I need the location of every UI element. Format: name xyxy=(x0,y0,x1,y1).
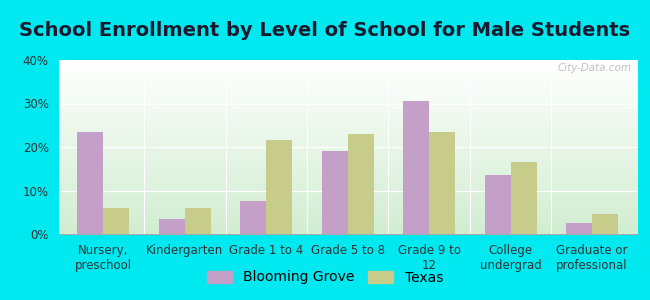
Bar xyxy=(185,208,211,234)
Bar xyxy=(566,223,592,234)
Bar xyxy=(322,152,348,234)
Bar xyxy=(592,214,618,234)
Bar xyxy=(159,219,185,234)
Bar xyxy=(266,140,292,234)
Bar xyxy=(77,132,103,234)
Text: City-Data.com: City-Data.com xyxy=(557,64,631,74)
Bar xyxy=(103,208,129,234)
Legend: Blooming Grove, Texas: Blooming Grove, Texas xyxy=(202,265,448,290)
Bar xyxy=(348,134,374,234)
Bar xyxy=(485,175,511,234)
Bar xyxy=(511,162,537,234)
Bar xyxy=(240,201,266,234)
Bar xyxy=(429,132,455,234)
Bar xyxy=(403,101,429,234)
Text: School Enrollment by Level of School for Male Students: School Enrollment by Level of School for… xyxy=(20,21,630,40)
